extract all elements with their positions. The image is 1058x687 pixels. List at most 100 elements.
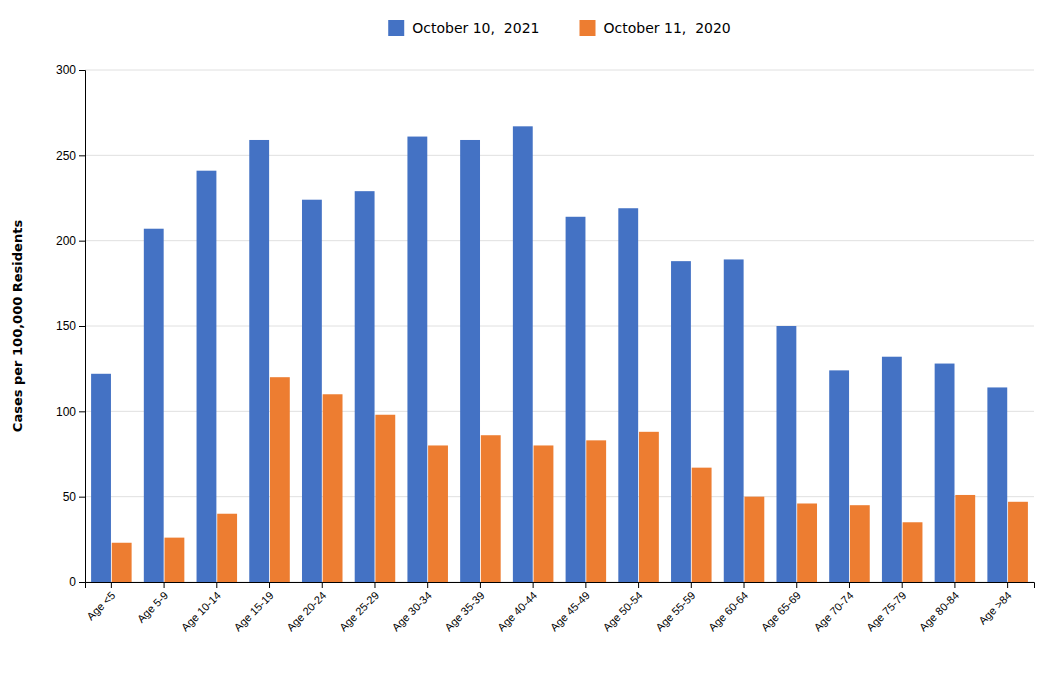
tick-mark <box>638 582 639 588</box>
tick-mark <box>111 582 112 588</box>
legend: October 10, 2021 October 11, 2020 <box>388 20 731 36</box>
tick: Age 30-34 <box>390 582 434 633</box>
tick-mark <box>164 582 165 588</box>
tick: 300 <box>56 63 85 77</box>
tick-label: Age 50-54 <box>600 589 644 633</box>
bar <box>217 514 237 582</box>
legend-item: October 10, 2021 <box>388 20 539 36</box>
bar-series <box>91 126 1007 582</box>
bar <box>375 415 395 582</box>
bar <box>776 326 796 582</box>
bar <box>197 171 217 582</box>
tick-mark <box>79 70 85 71</box>
tick: 200 <box>56 234 85 248</box>
bar <box>850 505 870 582</box>
tick-mark <box>902 582 903 588</box>
tick: Age 35-39 <box>442 582 486 633</box>
tick: Age 50-54 <box>600 582 644 633</box>
bar <box>270 377 290 582</box>
tick-mark <box>744 582 745 588</box>
tick: Age 80-84 <box>917 582 961 633</box>
tick-mark <box>322 582 323 588</box>
legend-swatch <box>580 20 596 36</box>
bar <box>903 522 923 582</box>
bar <box>797 503 817 582</box>
tick-label: Age 5-9 <box>135 589 171 625</box>
tick-label: Age 60-64 <box>706 589 750 633</box>
tick: 250 <box>56 149 85 163</box>
axis-domain <box>86 583 1035 589</box>
bar <box>323 394 343 582</box>
bar <box>586 440 606 582</box>
tick: Age 40-44 <box>495 582 539 633</box>
tick: Age <5 <box>84 582 117 622</box>
tick-mark <box>79 497 85 498</box>
tick: Age 60-64 <box>706 582 750 633</box>
bar <box>534 445 554 582</box>
bar <box>1008 502 1028 582</box>
tick: Age 55-59 <box>653 582 697 633</box>
x-axis: Age <5Age 5-9Age 10-14Age 15-19Age 20-24… <box>84 582 1034 633</box>
tick-mark <box>427 582 428 588</box>
bar <box>671 261 691 582</box>
tick-mark <box>849 582 850 588</box>
plot: 050100150200250300Age <5Age 5-9Age 10-14… <box>56 63 1035 633</box>
tick-mark <box>79 326 85 327</box>
bar <box>428 445 448 582</box>
tick-mark <box>79 155 85 156</box>
tick-label: Age 35-39 <box>442 589 486 633</box>
tick: 50 <box>63 490 85 504</box>
tick-label: 200 <box>56 234 76 248</box>
bar <box>144 229 164 582</box>
tick-mark <box>79 241 85 242</box>
chart: 050100150200250300Age <5Age 5-9Age 10-14… <box>0 0 1058 687</box>
grid-line <box>85 240 1034 241</box>
tick-label: Age 70-74 <box>811 589 855 633</box>
tick-label: Age <5 <box>84 589 117 622</box>
tick-mark <box>1007 582 1008 588</box>
tick-mark <box>533 582 534 588</box>
tick: Age 25-29 <box>337 582 381 633</box>
tick: Age 75-79 <box>864 582 908 633</box>
tick: Age >84 <box>976 582 1014 627</box>
tick-mark <box>374 582 375 588</box>
tick-label: 50 <box>63 490 77 504</box>
bar <box>164 538 184 582</box>
tick-label: Age 10-14 <box>179 589 223 633</box>
tick: 150 <box>56 319 85 333</box>
tick: Age 70-74 <box>811 582 855 633</box>
tick-mark <box>954 582 955 588</box>
bar <box>987 387 1007 582</box>
tick-label: 150 <box>56 319 76 333</box>
tick-label: Age 45-49 <box>548 589 592 633</box>
grid-line <box>85 155 1034 156</box>
tick-label: Age 20-24 <box>284 589 328 633</box>
tick-label: Age 55-59 <box>653 589 697 633</box>
bar <box>882 357 902 582</box>
bar <box>566 217 586 582</box>
tick-mark <box>691 582 692 588</box>
tick-label: Age 75-79 <box>864 589 908 633</box>
tick-label: 250 <box>56 149 76 163</box>
bar <box>513 126 533 582</box>
bar <box>744 497 764 582</box>
tick-label: 100 <box>56 405 76 419</box>
bar <box>639 432 659 582</box>
bar <box>249 140 269 582</box>
bar <box>829 370 849 582</box>
tick-mark <box>585 582 586 588</box>
bar <box>955 495 975 582</box>
tick-label: Age 25-29 <box>337 589 381 633</box>
tick-mark <box>216 582 217 588</box>
legend-item: October 11, 2020 <box>580 20 731 36</box>
bar <box>355 191 375 582</box>
tick: Age 5-9 <box>135 582 171 625</box>
legend-label: October 11, 2020 <box>604 20 731 36</box>
bar <box>618 208 638 582</box>
legend-swatch <box>388 20 404 36</box>
bar <box>91 374 111 582</box>
grid <box>85 70 1034 582</box>
grid-line <box>85 326 1034 327</box>
bar <box>460 140 480 582</box>
tick-label: 300 <box>56 63 76 77</box>
